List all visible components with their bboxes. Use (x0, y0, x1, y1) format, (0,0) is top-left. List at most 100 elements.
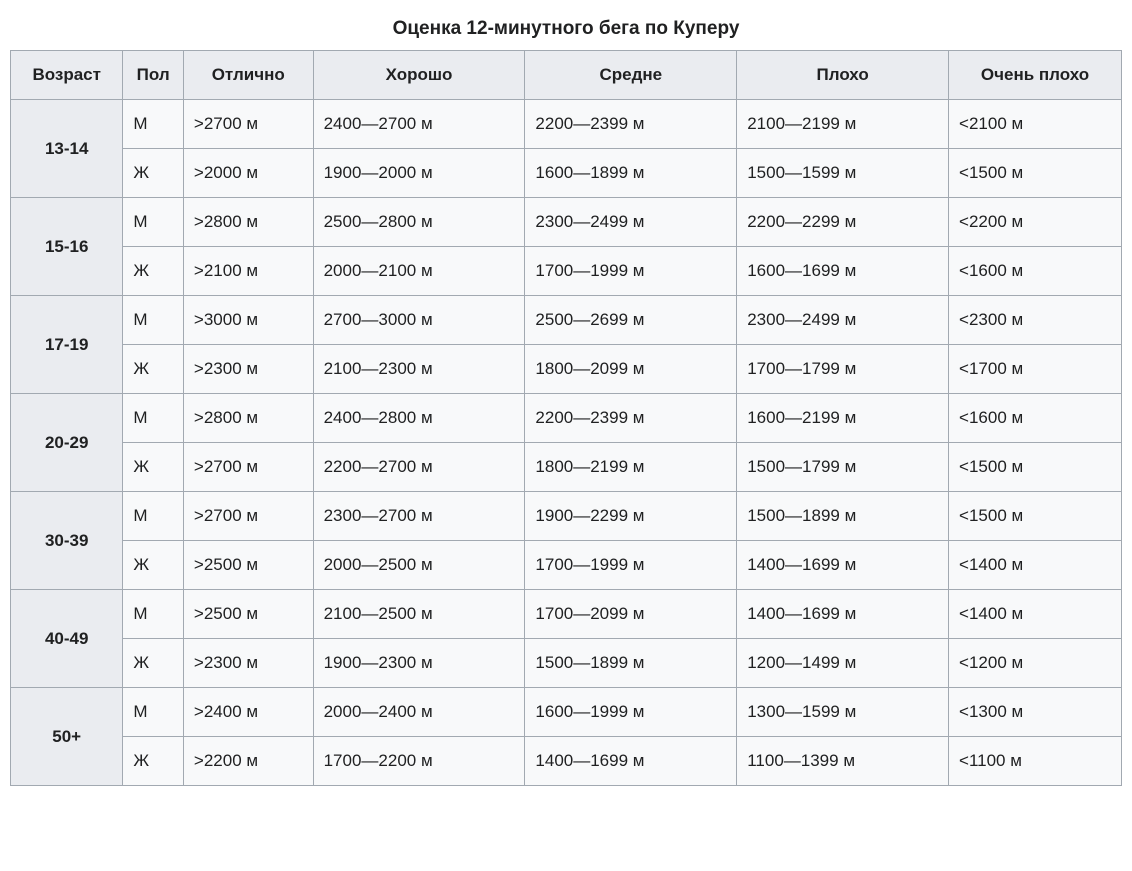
cell-gender: Ж (123, 737, 184, 786)
cell-bad: 1700—1799 м (737, 345, 949, 394)
cell-excellent: >2500 м (183, 541, 313, 590)
cooper-test-table: Оценка 12-минутного бега по Куперу Возра… (10, 10, 1122, 786)
cell-very-bad: <2100 м (949, 100, 1122, 149)
cell-average: 2500—2699 м (525, 296, 737, 345)
cell-bad: 1600—2199 м (737, 394, 949, 443)
table-row: Ж>2700 м2200—2700 м1800—2199 м1500—1799 … (11, 443, 1122, 492)
cell-excellent: >2700 м (183, 443, 313, 492)
cell-good: 2400—2800 м (313, 394, 525, 443)
cell-age: 30-39 (11, 492, 123, 590)
table-row: Ж>2300 м2100—2300 м1800—2099 м1700—1799 … (11, 345, 1122, 394)
cell-gender: Ж (123, 149, 184, 198)
cell-excellent: >3000 м (183, 296, 313, 345)
cell-gender: Ж (123, 443, 184, 492)
cell-gender: М (123, 296, 184, 345)
cell-excellent: >2300 м (183, 639, 313, 688)
cell-age: 50+ (11, 688, 123, 786)
cell-bad: 2300—2499 м (737, 296, 949, 345)
table-row: 17-19М>3000 м2700—3000 м2500—2699 м2300—… (11, 296, 1122, 345)
cell-good: 2700—3000 м (313, 296, 525, 345)
cell-average: 2200—2399 м (525, 100, 737, 149)
cell-gender: М (123, 100, 184, 149)
cell-average: 1800—2199 м (525, 443, 737, 492)
cell-average: 1600—1999 м (525, 688, 737, 737)
cell-good: 1900—2000 м (313, 149, 525, 198)
cell-excellent: >2100 м (183, 247, 313, 296)
cell-good: 1700—2200 м (313, 737, 525, 786)
cell-good: 2000—2100 м (313, 247, 525, 296)
cell-age: 40-49 (11, 590, 123, 688)
cell-average: 2300—2499 м (525, 198, 737, 247)
cell-bad: 1100—1399 м (737, 737, 949, 786)
cell-excellent: >2200 м (183, 737, 313, 786)
cell-bad: 1600—1699 м (737, 247, 949, 296)
cell-bad: 1300—1599 м (737, 688, 949, 737)
cell-good: 2300—2700 м (313, 492, 525, 541)
cell-gender: М (123, 198, 184, 247)
cell-very-bad: <1300 м (949, 688, 1122, 737)
cell-very-bad: <1600 м (949, 394, 1122, 443)
cell-bad: 2100—2199 м (737, 100, 949, 149)
cell-very-bad: <1700 м (949, 345, 1122, 394)
cell-bad: 1200—1499 м (737, 639, 949, 688)
table-row: 13-14М>2700 м2400—2700 м2200—2399 м2100—… (11, 100, 1122, 149)
table-row: Ж>2000 м1900—2000 м1600—1899 м1500—1599 … (11, 149, 1122, 198)
cell-age: 13-14 (11, 100, 123, 198)
cell-bad: 1400—1699 м (737, 541, 949, 590)
cell-bad: 1500—1899 м (737, 492, 949, 541)
cell-average: 1700—2099 м (525, 590, 737, 639)
cell-gender: М (123, 688, 184, 737)
cell-gender: Ж (123, 541, 184, 590)
cell-very-bad: <1600 м (949, 247, 1122, 296)
cell-very-bad: <1200 м (949, 639, 1122, 688)
cell-good: 1900—2300 м (313, 639, 525, 688)
cell-age: 17-19 (11, 296, 123, 394)
cell-good: 2100—2500 м (313, 590, 525, 639)
cell-very-bad: <1100 м (949, 737, 1122, 786)
cell-excellent: >2700 м (183, 100, 313, 149)
cell-gender: М (123, 590, 184, 639)
cell-bad: 1500—1599 м (737, 149, 949, 198)
cell-very-bad: <1500 м (949, 149, 1122, 198)
cell-bad: 2200—2299 м (737, 198, 949, 247)
cell-average: 2200—2399 м (525, 394, 737, 443)
cell-excellent: >2700 м (183, 492, 313, 541)
cell-average: 1400—1699 м (525, 737, 737, 786)
cell-average: 1500—1899 м (525, 639, 737, 688)
cell-very-bad: <1400 м (949, 541, 1122, 590)
cell-good: 2100—2300 м (313, 345, 525, 394)
cell-very-bad: <1500 м (949, 443, 1122, 492)
cell-very-bad: <2200 м (949, 198, 1122, 247)
cell-good: 2200—2700 м (313, 443, 525, 492)
cell-bad: 1500—1799 м (737, 443, 949, 492)
cell-excellent: >2400 м (183, 688, 313, 737)
cell-very-bad: <2300 м (949, 296, 1122, 345)
table-row: 50+М>2400 м2000—2400 м1600—1999 м1300—15… (11, 688, 1122, 737)
table-row: 15-16М>2800 м2500—2800 м2300—2499 м2200—… (11, 198, 1122, 247)
cell-very-bad: <1500 м (949, 492, 1122, 541)
col-age: Возраст (11, 51, 123, 100)
cell-good: 2500—2800 м (313, 198, 525, 247)
cell-good: 2400—2700 м (313, 100, 525, 149)
cell-average: 1700—1999 м (525, 541, 737, 590)
table-body: 13-14М>2700 м2400—2700 м2200—2399 м2100—… (11, 100, 1122, 786)
cell-gender: М (123, 394, 184, 443)
col-bad: Плохо (737, 51, 949, 100)
cell-excellent: >2000 м (183, 149, 313, 198)
cell-bad: 1400—1699 м (737, 590, 949, 639)
cell-average: 1800—2099 м (525, 345, 737, 394)
table-row: 40-49М>2500 м2100—2500 м1700—2099 м1400—… (11, 590, 1122, 639)
table-row: 20-29М>2800 м2400—2800 м2200—2399 м1600—… (11, 394, 1122, 443)
table-row: 30-39М>2700 м2300—2700 м1900—2299 м1500—… (11, 492, 1122, 541)
table-header: Возраст Пол Отлично Хорошо Средне Плохо … (11, 51, 1122, 100)
cell-gender: Ж (123, 345, 184, 394)
cell-average: 1600—1899 м (525, 149, 737, 198)
cell-good: 2000—2500 м (313, 541, 525, 590)
table-row: Ж>2100 м2000—2100 м1700—1999 м1600—1699 … (11, 247, 1122, 296)
col-excellent: Отлично (183, 51, 313, 100)
cell-excellent: >2800 м (183, 394, 313, 443)
cell-excellent: >2500 м (183, 590, 313, 639)
table-row: Ж>2500 м2000—2500 м1700—1999 м1400—1699 … (11, 541, 1122, 590)
cell-average: 1900—2299 м (525, 492, 737, 541)
cell-very-bad: <1400 м (949, 590, 1122, 639)
